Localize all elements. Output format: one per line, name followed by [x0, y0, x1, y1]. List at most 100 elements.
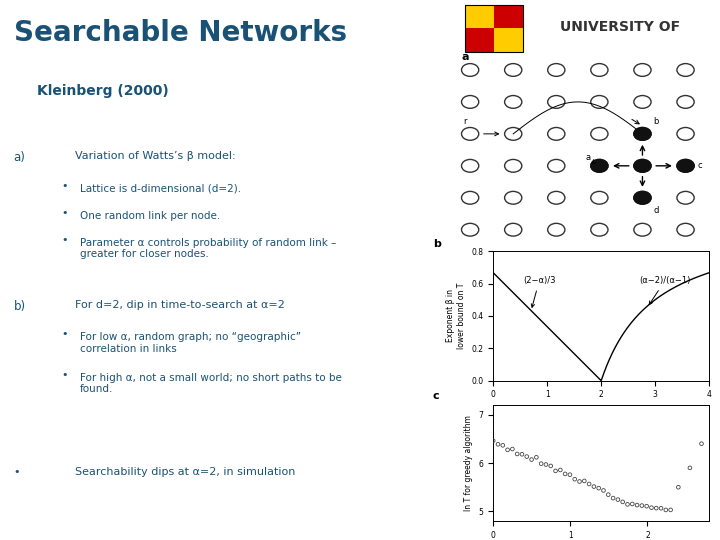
Point	[617, 497, 629, 506]
Circle shape	[462, 224, 479, 236]
Circle shape	[590, 64, 608, 76]
Point	[636, 501, 647, 510]
Point	[536, 460, 547, 468]
X-axis label: Clustering exponent (α): Clustering exponent (α)	[551, 405, 652, 414]
Circle shape	[548, 96, 565, 109]
Circle shape	[634, 96, 651, 109]
Text: UNIVERSITY OF: UNIVERSITY OF	[560, 20, 680, 34]
Text: Searchable Networks: Searchable Networks	[14, 19, 347, 47]
Point	[579, 477, 590, 485]
Text: c: c	[433, 391, 439, 401]
Bar	[494, 4, 523, 28]
Point	[550, 467, 562, 475]
Circle shape	[634, 191, 651, 204]
Text: b): b)	[14, 300, 26, 313]
Text: (α−2)/(α−1): (α−2)/(α−1)	[639, 276, 690, 305]
Text: a): a)	[14, 151, 26, 164]
Circle shape	[462, 127, 479, 140]
Point	[598, 486, 609, 495]
Circle shape	[634, 127, 651, 140]
Text: b: b	[653, 117, 659, 126]
Point	[660, 505, 672, 514]
Point	[588, 482, 600, 491]
Point	[511, 450, 523, 458]
Circle shape	[677, 224, 694, 236]
Bar	[465, 4, 494, 28]
Point	[545, 462, 557, 470]
Point	[564, 470, 576, 479]
Text: b: b	[433, 239, 441, 249]
Point	[641, 502, 652, 510]
Circle shape	[462, 96, 479, 109]
Point	[526, 455, 537, 464]
Text: c: c	[698, 161, 702, 170]
Circle shape	[634, 224, 651, 236]
Text: For d=2, dip in time-to-search at α=2: For d=2, dip in time-to-search at α=2	[76, 300, 285, 310]
Text: •: •	[62, 208, 68, 218]
Point	[684, 463, 696, 472]
Point	[621, 500, 633, 509]
Point	[583, 480, 595, 488]
Point	[612, 495, 624, 504]
Point	[554, 465, 566, 474]
Point	[540, 460, 552, 469]
Point	[665, 505, 676, 514]
Point	[696, 440, 707, 448]
Bar	[494, 28, 523, 52]
Text: Searchability dips at α=2, in simulation: Searchability dips at α=2, in simulation	[76, 467, 296, 477]
Point	[593, 484, 605, 492]
Point	[603, 490, 614, 499]
Text: (2−α)/3: (2−α)/3	[523, 276, 555, 307]
Point	[707, 410, 719, 419]
Bar	[465, 28, 494, 52]
Text: •: •	[14, 467, 20, 477]
Circle shape	[677, 191, 694, 204]
Point	[569, 475, 580, 483]
Point	[631, 501, 643, 509]
Point	[559, 470, 571, 478]
Text: For high α, not a small world; no short paths to be
found.: For high α, not a small world; no short …	[80, 373, 342, 394]
Circle shape	[634, 159, 651, 172]
Circle shape	[634, 127, 651, 140]
Text: d: d	[653, 206, 659, 215]
Circle shape	[505, 159, 522, 172]
Circle shape	[462, 64, 479, 76]
Circle shape	[548, 159, 565, 172]
Circle shape	[590, 159, 608, 172]
Circle shape	[548, 191, 565, 204]
Text: •: •	[62, 235, 68, 245]
Circle shape	[677, 96, 694, 109]
Circle shape	[548, 127, 565, 140]
Circle shape	[505, 96, 522, 109]
Circle shape	[462, 191, 479, 204]
Point	[507, 445, 518, 454]
Point	[497, 441, 508, 450]
Circle shape	[590, 224, 608, 236]
Text: Kleinberg (2000): Kleinberg (2000)	[37, 84, 168, 98]
Point	[521, 453, 533, 461]
Y-axis label: Exponent β in
lower bound on T: Exponent β in lower bound on T	[446, 283, 466, 349]
Circle shape	[505, 191, 522, 204]
Circle shape	[677, 159, 694, 172]
Circle shape	[634, 191, 651, 204]
Text: Lattice is d-dimensional (d=2).: Lattice is d-dimensional (d=2).	[80, 184, 241, 194]
Point	[502, 446, 513, 454]
Circle shape	[634, 159, 651, 172]
Text: r: r	[463, 117, 467, 126]
Text: Variation of Watts’s β model:: Variation of Watts’s β model:	[76, 151, 236, 161]
Text: •: •	[62, 329, 68, 340]
Y-axis label: ln T for greedy algorithm: ln T for greedy algorithm	[464, 415, 473, 511]
Circle shape	[590, 96, 608, 109]
Bar	[465, 4, 523, 52]
Point	[487, 436, 499, 445]
Point	[574, 477, 585, 486]
Circle shape	[677, 127, 694, 140]
Circle shape	[505, 127, 522, 140]
Circle shape	[548, 224, 565, 236]
Point	[655, 504, 667, 512]
Circle shape	[505, 64, 522, 76]
Point	[608, 494, 619, 502]
Circle shape	[677, 64, 694, 76]
Circle shape	[462, 159, 479, 172]
Text: •: •	[62, 370, 68, 380]
